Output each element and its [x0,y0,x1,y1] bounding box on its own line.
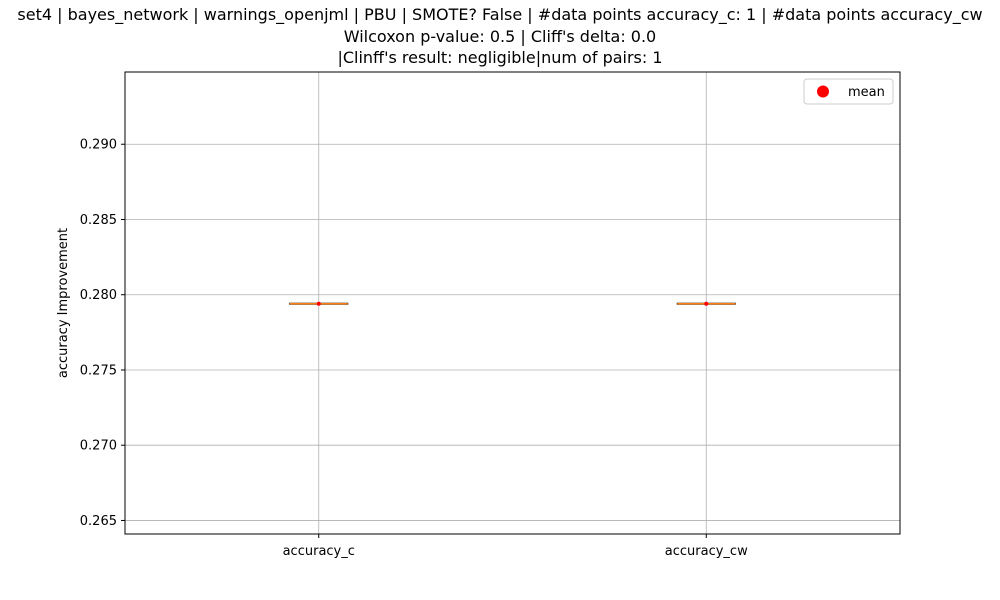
box-mean-marker [316,301,321,306]
x-tick-label: accuracy_cw [665,544,748,559]
y-tick-label: 0.265 [80,514,117,529]
box-mean-marker [704,301,709,306]
legend: mean [803,78,894,105]
x-axis-ticks: accuracy_c accuracy_cw [283,534,748,559]
plot-area-frame [124,71,901,535]
legend-mean-label: mean [848,85,885,100]
chart-title-line-1: set4 | bayes_network | warnings_openjml … [17,5,983,24]
y-axis-ticks: 0.265 0.270 0.275 0.280 0.285 0.290 [80,138,125,529]
chart-title-line-2: Wilcoxon p-value: 0.5 | Cliff's delta: 0… [343,27,657,46]
y-axis-label: accuracy Improvement [56,228,71,378]
y-tick-label: 0.285 [80,213,117,228]
y-tick-label: 0.270 [80,439,117,454]
x-tick-label: accuracy_c [283,544,355,559]
y-tick-label: 0.290 [80,138,117,153]
y-tick-label: 0.280 [80,288,117,303]
legend-mean-marker [817,85,829,98]
legend-frame [803,78,894,105]
boxes-layer [289,301,736,306]
y-tick-label: 0.275 [80,363,117,378]
chart-title-line-3: |Clinff's result: negligible|num of pair… [337,48,663,67]
grid-layer [125,72,900,534]
